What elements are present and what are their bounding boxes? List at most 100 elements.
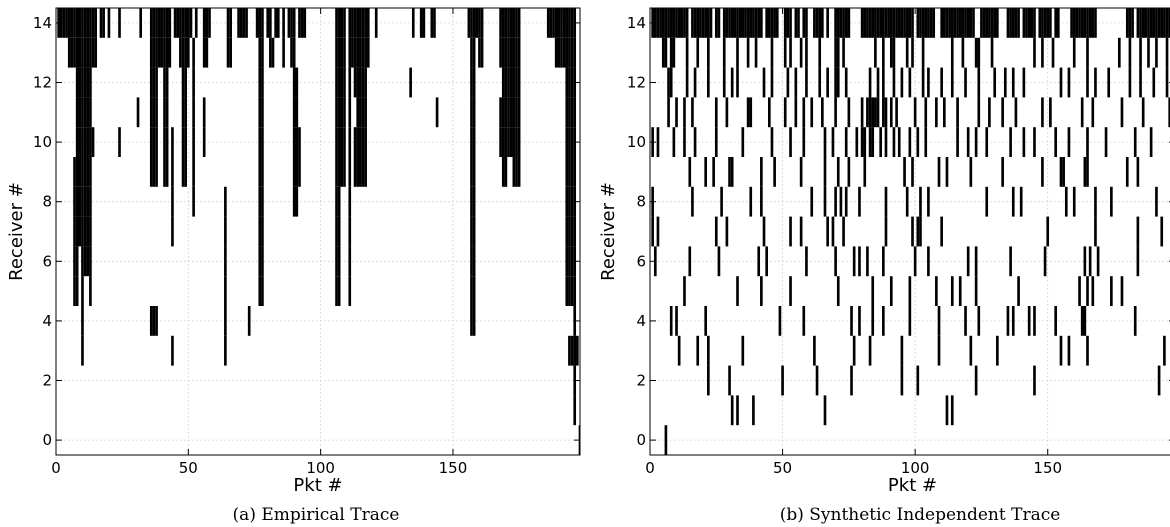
- loss-mark: [927, 67, 930, 98]
- loss-mark: [964, 8, 967, 38]
- loss-mark: [364, 8, 367, 38]
- loss-mark: [722, 37, 726, 68]
- loss-mark: [805, 246, 808, 277]
- loss-mark: [171, 157, 174, 187]
- loss-mark: [562, 8, 566, 38]
- loss-mark: [86, 246, 90, 277]
- loss-mark: [295, 186, 299, 217]
- loss-mark: [343, 127, 346, 157]
- loss-mark: [570, 67, 574, 98]
- loss-mark: [823, 186, 827, 217]
- loss-mark: [871, 97, 875, 128]
- loss-mark: [83, 8, 87, 38]
- loss-mark: [568, 37, 571, 68]
- loss-mark: [916, 8, 920, 38]
- loss-mark: [945, 8, 949, 38]
- loss-mark: [171, 335, 174, 366]
- loss-mark: [754, 37, 758, 68]
- loss-mark: [1006, 8, 1010, 38]
- loss-mark: [942, 8, 946, 38]
- loss-mark: [1094, 216, 1097, 247]
- loss-mark: [75, 246, 79, 277]
- loss-mark: [337, 186, 341, 217]
- loss-mark: [364, 37, 367, 68]
- loss-mark: [568, 8, 571, 38]
- loss-mark: [985, 127, 989, 157]
- loss-mark: [982, 8, 986, 38]
- loss-mark: [1086, 127, 1089, 157]
- loss-mark: [261, 186, 264, 217]
- loss-mark: [889, 8, 893, 38]
- loss-mark: [261, 216, 264, 247]
- loss-mark: [557, 8, 561, 38]
- loss-mark: [733, 8, 737, 38]
- loss-mark: [746, 37, 750, 68]
- loss-mark: [738, 8, 742, 38]
- loss-mark: [149, 157, 153, 187]
- loss-mark: [89, 67, 92, 98]
- loss-mark: [752, 395, 755, 426]
- loss-mark: [337, 67, 341, 98]
- loss-mark: [1165, 37, 1169, 68]
- loss-mark: [517, 67, 521, 98]
- loss-mark: [725, 8, 729, 38]
- loss-mark: [353, 157, 357, 187]
- loss-mark: [799, 157, 803, 187]
- loss-mark: [224, 335, 227, 366]
- loss-mark: [78, 8, 82, 38]
- loss-mark: [1043, 246, 1047, 277]
- loss-mark: [75, 8, 79, 38]
- loss-mark: [871, 306, 875, 336]
- loss-mark: [472, 8, 476, 38]
- loss-mark: [903, 8, 906, 38]
- loss-mark: [765, 246, 768, 277]
- loss-mark: [165, 37, 169, 68]
- loss-mark: [860, 8, 864, 38]
- loss-mark: [576, 335, 579, 366]
- loss-mark: [839, 186, 843, 217]
- y-tick-label: 2: [636, 372, 646, 390]
- loss-mark: [1027, 8, 1031, 38]
- loss-mark: [78, 67, 82, 98]
- loss-mark: [507, 37, 510, 68]
- loss-mark: [75, 97, 79, 128]
- loss-mark: [504, 127, 508, 157]
- loss-mark: [868, 97, 872, 128]
- plot-frame: [649, 7, 1170, 456]
- loss-mark: [810, 186, 814, 217]
- y-axis-label: Receiver #: [6, 182, 27, 281]
- loss-mark: [1059, 157, 1063, 187]
- loss-mark: [823, 157, 827, 187]
- loss-mark: [760, 157, 763, 187]
- loss-mark: [725, 216, 729, 247]
- loss-mark: [409, 67, 412, 98]
- loss-mark: [842, 37, 845, 68]
- loss-mark: [501, 67, 505, 98]
- loss-mark: [874, 8, 877, 38]
- loss-mark: [261, 97, 264, 128]
- loss-mark: [1139, 37, 1142, 68]
- loss-mark: [89, 216, 92, 247]
- loss-mark: [818, 37, 822, 68]
- loss-mark: [348, 8, 352, 38]
- loss-mark: [707, 8, 710, 38]
- loss-mark: [1011, 8, 1015, 38]
- loss-mark: [374, 8, 378, 38]
- loss-mark: [504, 97, 508, 128]
- loss-mark: [205, 37, 209, 68]
- loss-mark: [1001, 97, 1004, 128]
- loss-mark: [858, 186, 861, 217]
- loss-mark: [749, 186, 753, 217]
- loss-mark: [361, 157, 365, 187]
- loss-mark: [282, 37, 285, 68]
- loss-mark: [656, 216, 660, 247]
- x-tick-label: 0: [51, 459, 61, 477]
- loss-mark: [258, 216, 262, 247]
- loss-mark: [549, 8, 553, 38]
- loss-mark: [847, 8, 851, 38]
- loss-mark: [1043, 8, 1047, 38]
- loss-mark: [184, 97, 187, 128]
- loss-mark: [919, 216, 922, 247]
- loss-mark: [836, 276, 840, 306]
- loss-mark: [81, 216, 84, 247]
